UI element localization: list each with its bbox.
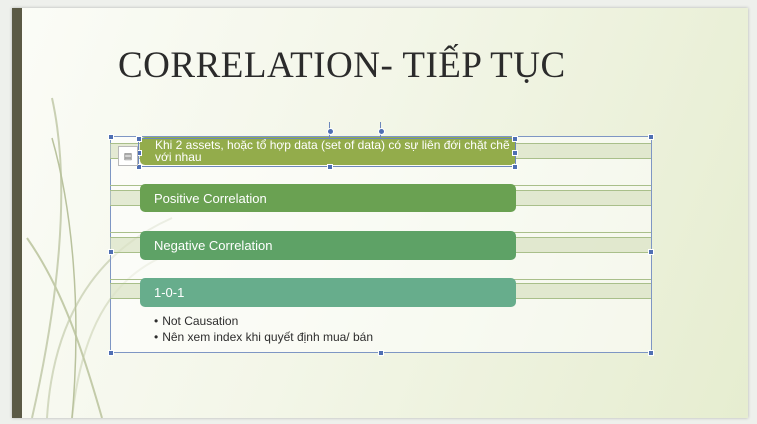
rotate-handle[interactable]: [327, 128, 334, 135]
list-item-positive-correlation[interactable]: Positive Correlation: [140, 184, 516, 212]
frame-handle-top-left[interactable]: [108, 134, 114, 140]
frame-handle-left[interactable]: [108, 249, 114, 255]
list-item-negative-correlation[interactable]: Negative Correlation: [140, 231, 516, 260]
list-item-label: Khi 2 assets, hoặc tổ hợp data (set of d…: [155, 138, 510, 164]
bullet-item: Nên xem index khi quyết định mua/ bán: [154, 329, 373, 345]
resize-handle-top-left[interactable]: [136, 136, 142, 142]
frame-handle-bottom-right[interactable]: [648, 350, 654, 356]
resize-handle-bottom-right[interactable]: [512, 164, 518, 170]
smartart-layout-icon: ▤: [123, 150, 133, 161]
frame-handle-bottom[interactable]: [378, 350, 384, 356]
resize-handle-right[interactable]: [512, 150, 518, 156]
list-item-1-0-1[interactable]: 1-0-1: [140, 278, 516, 307]
selected-shape-outline[interactable]: [138, 138, 516, 167]
frame-handle-bottom-left[interactable]: [108, 350, 114, 356]
slide-left-accent-bar: [12, 8, 22, 418]
slide-title[interactable]: CORRELATION- TIẾP TỤC: [118, 45, 566, 86]
list-item-definition[interactable]: Khi 2 assets, hoặc tổ hợp data (set of d…: [140, 137, 516, 165]
bullet-item: Not Causation: [154, 313, 373, 329]
resize-handle-bottom[interactable]: [327, 164, 333, 170]
list-item-label: Positive Correlation: [154, 190, 267, 206]
frame-handle-top-right[interactable]: [648, 134, 654, 140]
rotate-handle[interactable]: [378, 128, 385, 135]
list-item-label: 1-0-1: [154, 285, 185, 300]
list-item-label: Negative Correlation: [154, 238, 273, 253]
smartart-layout-button[interactable]: ▤: [118, 146, 138, 166]
bullet-list[interactable]: Not Causation Nên xem index khi quyết đị…: [154, 313, 373, 345]
frame-handle-right[interactable]: [648, 249, 654, 255]
resize-handle-bottom-left[interactable]: [136, 164, 142, 170]
resize-handle-top-right[interactable]: [512, 136, 518, 142]
